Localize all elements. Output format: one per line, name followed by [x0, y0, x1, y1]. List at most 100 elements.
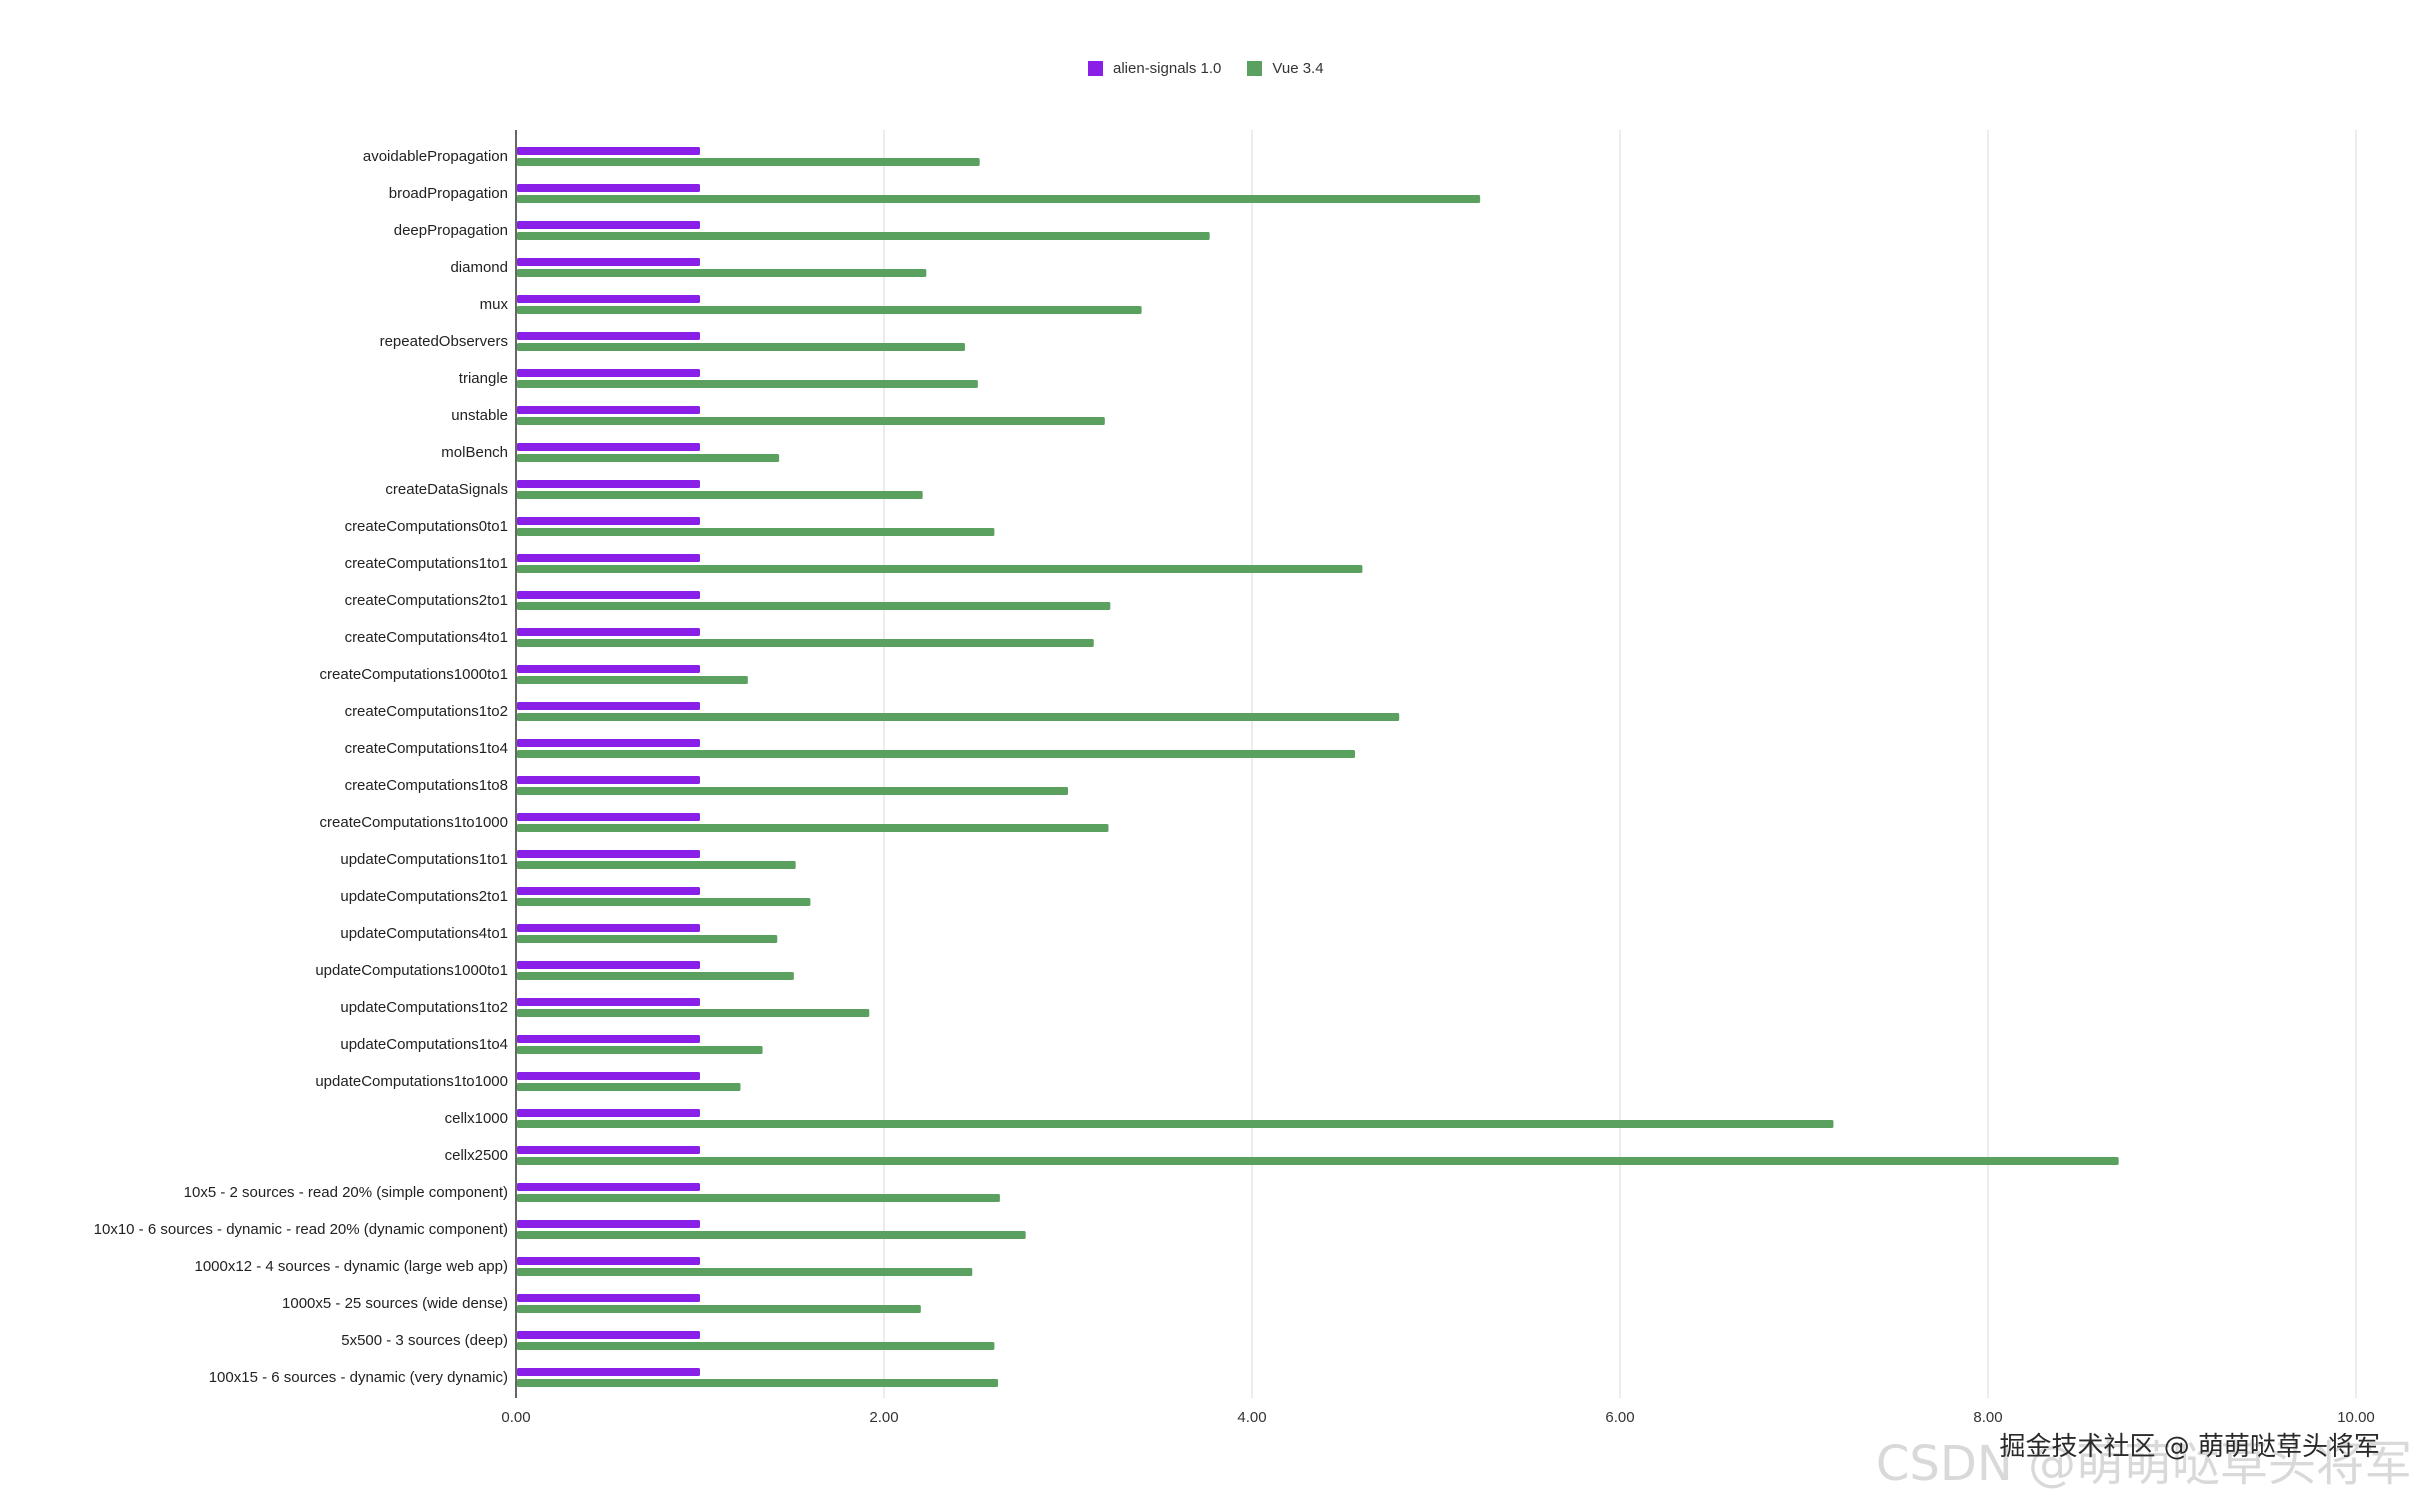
category-label: mux [480, 296, 509, 313]
bar-alien-signals [517, 739, 700, 747]
bar-vue [517, 417, 1105, 425]
bar-vue [517, 565, 1363, 573]
bar-vue [517, 1194, 1000, 1202]
bar-vue [517, 676, 748, 684]
category-label: cellx1000 [445, 1110, 508, 1127]
category-label: updateComputations1to1 [340, 851, 508, 868]
category-label: triangle [459, 370, 508, 387]
bar-vue [517, 1083, 741, 1091]
bar-vue [517, 1009, 870, 1017]
bar-alien-signals [517, 961, 700, 969]
bar-vue [517, 380, 978, 388]
bar-vue [517, 1046, 763, 1054]
bar-alien-signals [517, 1331, 700, 1339]
bar-vue [517, 1379, 999, 1387]
bar-alien-signals [517, 406, 700, 414]
category-label: deepPropagation [394, 222, 508, 239]
bar-vue [517, 935, 778, 943]
bar-vue [517, 491, 923, 499]
bar-alien-signals [517, 443, 700, 451]
x-tick-label: 10.00 [2337, 1409, 2375, 1426]
category-label: updateComputations1to4 [340, 1036, 508, 1053]
category-label: 10x10 - 6 sources - dynamic - read 20% (… [94, 1221, 508, 1238]
bar-alien-signals [517, 1072, 700, 1080]
legend-swatch-alien-signals [1088, 61, 1103, 76]
bar-alien-signals [517, 702, 700, 710]
category-label: 1000x5 - 25 sources (wide dense) [282, 1295, 508, 1312]
bar-alien-signals [517, 517, 700, 525]
bar-alien-signals [517, 1368, 700, 1376]
category-label: updateComputations1to2 [340, 999, 508, 1016]
category-label: updateComputations1000to1 [315, 962, 508, 979]
bar-alien-signals [517, 1035, 700, 1043]
bar-alien-signals [517, 554, 700, 562]
category-label: createComputations1to8 [345, 777, 508, 794]
bar-alien-signals [517, 850, 700, 858]
category-label: molBench [441, 444, 508, 461]
legend-item-alien-signals[interactable]: alien-signals 1.0 [1088, 60, 1221, 77]
legend-item-vue[interactable]: Vue 3.4 [1247, 60, 1324, 77]
category-label: 1000x12 - 4 sources - dynamic (large web… [195, 1258, 509, 1275]
bar-alien-signals [517, 887, 700, 895]
x-tick-label: 8.00 [1973, 1409, 2002, 1426]
bar-vue [517, 306, 1142, 314]
category-label: createComputations1to1 [345, 555, 508, 572]
bar-alien-signals [517, 369, 700, 377]
watermark-juejin: 掘金技术社区 @ 萌萌哒草头将军 [1999, 1432, 2380, 1462]
bar-vue [517, 1157, 2119, 1165]
bar-vue [517, 639, 1094, 647]
legend-label-alien-signals: alien-signals 1.0 [1113, 60, 1222, 77]
bar-alien-signals [517, 776, 700, 784]
bar-alien-signals [517, 184, 700, 192]
bar-vue [517, 1120, 1834, 1128]
category-label: updateComputations2to1 [340, 888, 508, 905]
bar-alien-signals [517, 998, 700, 1006]
bar-vue [517, 528, 995, 536]
category-label: createComputations1to2 [345, 703, 508, 720]
category-label: createComputations4to1 [345, 629, 508, 646]
bar-vue [517, 454, 780, 462]
bar-alien-signals [517, 1146, 700, 1154]
bar-alien-signals [517, 591, 700, 599]
x-tick-label: 2.00 [869, 1409, 898, 1426]
bar-vue [517, 269, 927, 277]
category-label: updateComputations4to1 [340, 925, 508, 942]
category-label: diamond [450, 259, 508, 276]
bar-vue [517, 1305, 921, 1313]
category-label: createComputations2to1 [345, 592, 508, 609]
category-label: createComputations1to4 [345, 740, 508, 757]
bar-vue [517, 1268, 973, 1276]
category-label: repeatedObservers [380, 333, 508, 350]
bar-alien-signals [517, 665, 700, 673]
category-label: createComputations0to1 [345, 518, 508, 535]
bar-alien-signals [517, 480, 700, 488]
bar-alien-signals [517, 1294, 700, 1302]
bar-vue [517, 1342, 995, 1350]
category-label: createComputations1000to1 [320, 666, 508, 683]
category-label: broadPropagation [389, 185, 508, 202]
x-tick-label: 4.00 [1237, 1409, 1266, 1426]
bar-alien-signals [517, 924, 700, 932]
bar-alien-signals [517, 332, 700, 340]
bar-alien-signals [517, 147, 700, 155]
bar-vue [517, 195, 1481, 203]
bar-alien-signals [517, 258, 700, 266]
x-tick-label: 0.00 [501, 1409, 530, 1426]
bar-vue [517, 787, 1068, 795]
category-label: createDataSignals [385, 481, 508, 498]
category-label: cellx2500 [445, 1147, 508, 1164]
legend-label-vue: Vue 3.4 [1272, 60, 1324, 77]
bar-vue [517, 713, 1400, 721]
bar-vue [517, 861, 796, 869]
bar-vue [517, 343, 965, 351]
category-label: createComputations1to1000 [320, 814, 508, 831]
x-tick-label: 6.00 [1605, 1409, 1634, 1426]
bar-alien-signals [517, 1183, 700, 1191]
legend: alien-signals 1.0 Vue 3.4 [1088, 60, 1350, 77]
category-label: 10x5 - 2 sources - read 20% (simple comp… [184, 1184, 508, 1201]
bar-alien-signals [517, 221, 700, 229]
category-label: unstable [451, 407, 508, 424]
bar-vue [517, 750, 1356, 758]
bar-alien-signals [517, 295, 700, 303]
